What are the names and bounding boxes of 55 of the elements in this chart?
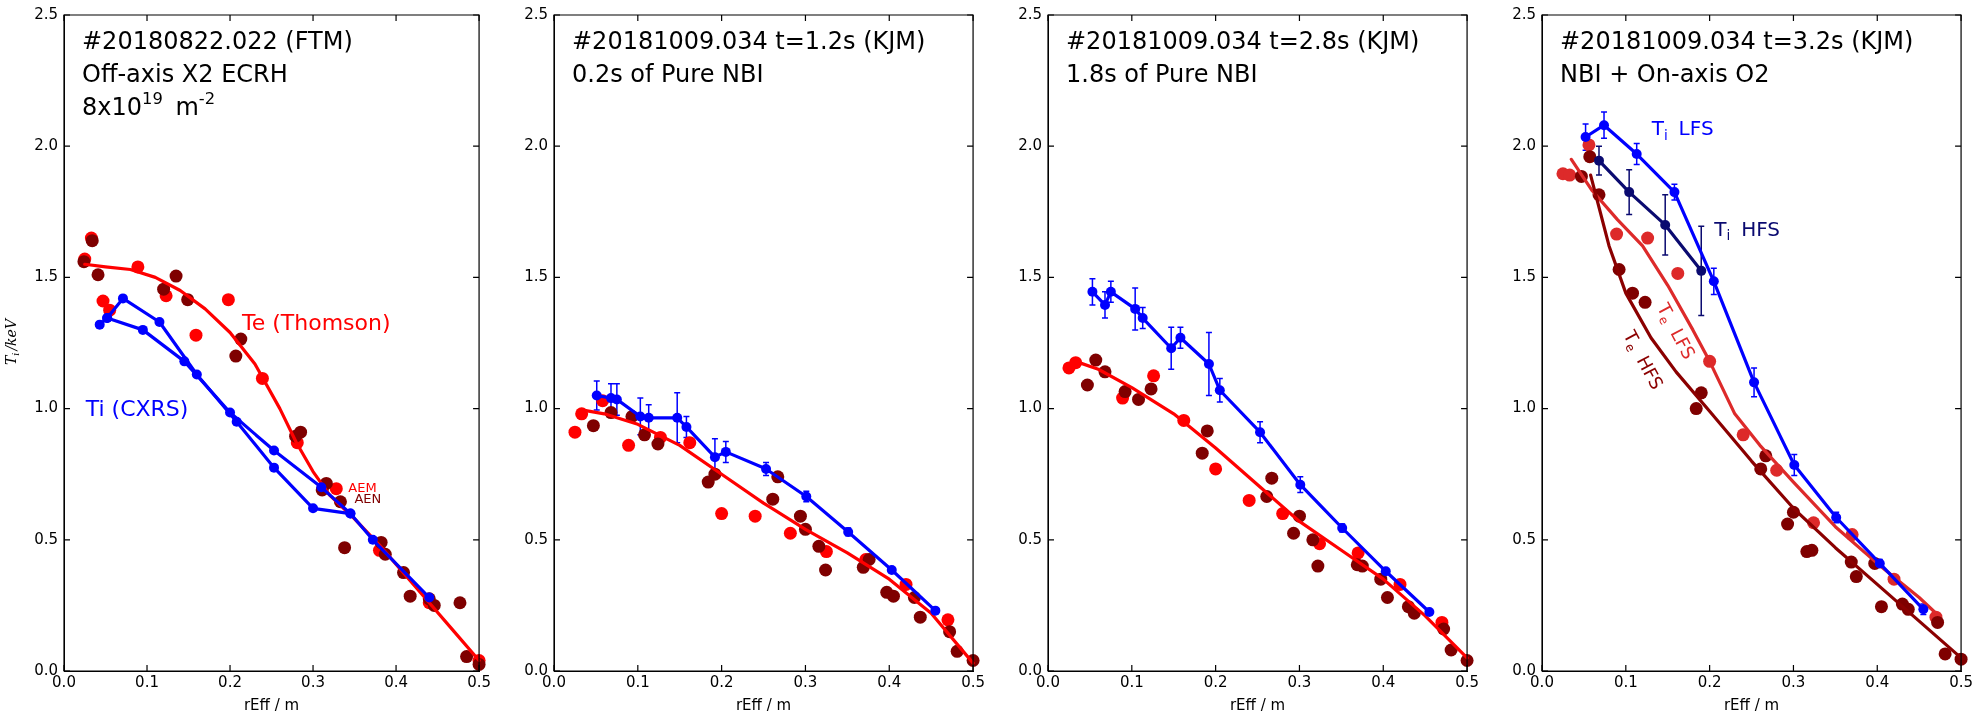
annotation: #20180822.022 (FTM) [82,27,353,56]
x-tick-label: 0.2 [1697,672,1722,691]
annotation: NBI + On-axis O2 [1560,60,1770,89]
y-tick-label: 2.0 [1018,136,1042,155]
annotation: Off-axis X2 ECRH [82,60,288,89]
y-tick-label: 1.5 [1512,267,1536,286]
annotation: #20181009.034 t=3.2s (KJM) [1560,27,1914,56]
x-axis-title: rEff / m [243,695,300,714]
series-label: Ti (CXRS) [84,396,189,422]
y-tick-label: 1.0 [34,398,58,417]
annotation: 1.8s of Pure NBI [1066,60,1258,89]
y-tick-label: 2.5 [1512,4,1536,23]
x-tick-label: 0.1 [135,672,159,691]
x-tick-label: 0.5 [1455,672,1479,691]
x-tick-label: 0.4 [1371,672,1396,691]
y-tick-label: 0.5 [1018,529,1042,548]
y-tick-label: 0.5 [524,529,548,548]
x-tick-label: 0.2 [1203,672,1228,691]
x-tick-label: 0.3 [1287,672,1312,691]
x-tick-label: 0.2 [218,672,242,691]
y-tick-label: 2.5 [1018,4,1042,23]
y-tick-label: 0.5 [34,529,58,548]
x-tick-label: 0.1 [1119,672,1144,691]
x-tick-label: 0.1 [625,672,650,691]
x-tick-label: 0.3 [793,672,818,691]
series-label: AEN [354,491,382,507]
x-tick-label: 0.5 [961,672,985,691]
y-tick-label: 1.5 [34,267,58,286]
y-tick-label: 1.0 [524,398,548,417]
y-tick-label: 2.0 [34,136,58,155]
x-tick-label: 0.3 [301,672,325,691]
y-tick-label: 1.5 [524,267,548,286]
y-tick-label: 2.5 [34,4,58,23]
x-axis-title: rEff / m [1229,695,1286,714]
y-tick-label: 1.0 [1512,398,1536,417]
y-tick-label: 0.5 [1512,529,1536,548]
x-tick-label: 0.3 [1781,672,1806,691]
y-tick-label: 2.5 [524,4,548,23]
x-tick-label: 0.4 [384,672,408,691]
series-label: Te (Thomson) [241,310,391,336]
x-axis-title: rEff / m [1723,695,1780,714]
x-tick-label: 0.5 [1949,672,1973,691]
x-tick-label: 0.4 [877,672,902,691]
y-tick-label: 1.5 [1018,267,1042,286]
x-tick-label: 0.5 [467,672,491,691]
x-tick-label: 0.4 [1865,672,1890,691]
x-tick-label: 0.1 [1613,672,1638,691]
x-tick-label: 0.2 [709,672,734,691]
y-tick-label: 2.0 [524,136,548,155]
annotation: #20181009.034 t=1.2s (KJM) [572,27,926,56]
y-tick-label: 2.0 [1512,136,1536,155]
y-tick-label: 1.0 [1018,398,1042,417]
x-axis-title: rEff / m [735,695,792,714]
annotation: #20181009.034 t=2.8s (KJM) [1066,27,1420,56]
annotation: 0.2s of Pure NBI [572,60,764,89]
